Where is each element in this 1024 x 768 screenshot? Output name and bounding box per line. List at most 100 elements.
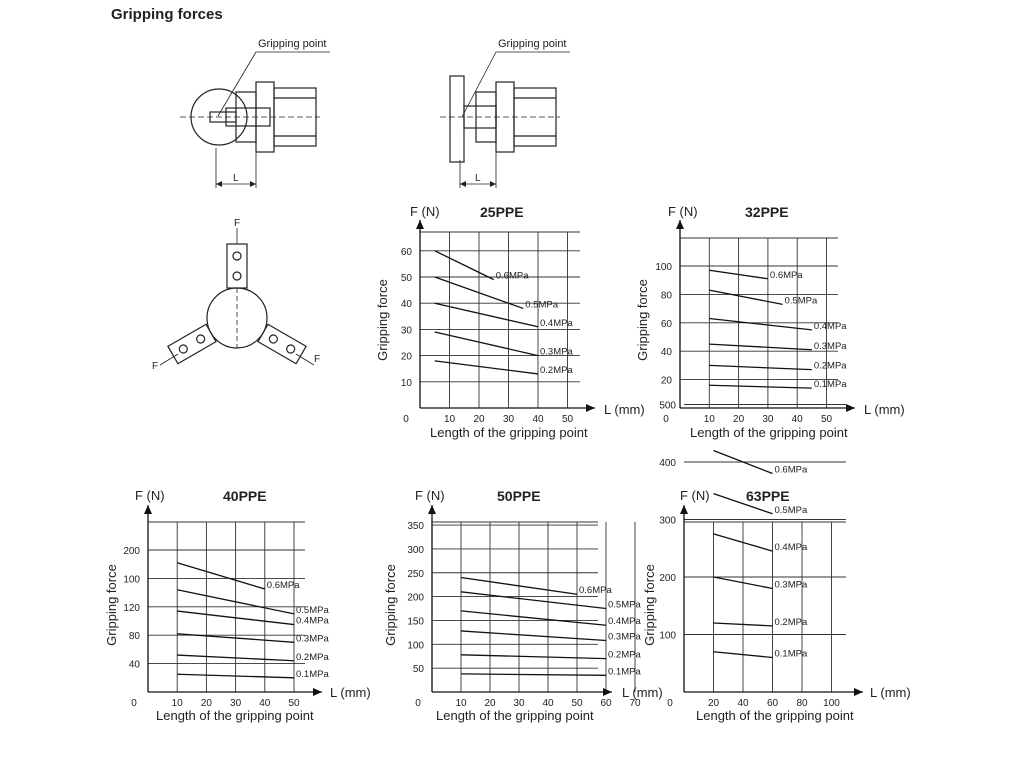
y-axis-arrow (144, 505, 152, 514)
F-label-right: F (314, 354, 320, 365)
y-tick-label: 400 (659, 458, 676, 469)
x-tick-label: 70 (629, 698, 641, 709)
y-axis-arrow (428, 505, 436, 514)
x-tick-label: 50 (821, 414, 833, 425)
y-tick-label: 300 (659, 516, 676, 527)
series-label-0.3MPa: 0.3MPa (814, 341, 847, 352)
y-axis-title: F (N) (680, 488, 710, 503)
origin-label: 0 (131, 698, 137, 709)
L-label-2: L (475, 173, 481, 184)
series-label-0.4MPa: 0.4MPa (296, 616, 329, 627)
L-label-1: L (233, 173, 239, 184)
x-tick-label: 10 (444, 414, 456, 425)
series-line-0.6MPa (177, 562, 265, 590)
y-tick-label: 40 (401, 299, 413, 310)
y-axis-label: Gripping force (104, 564, 119, 646)
x-tick-label: 40 (737, 698, 749, 709)
x-tick-label: 40 (532, 414, 544, 425)
y-tick-label: 50 (413, 664, 425, 675)
series-label-0.4MPa: 0.4MPa (814, 321, 847, 332)
x-tick-label: 30 (503, 414, 515, 425)
x-tick-label: 60 (600, 698, 612, 709)
origin-label: 0 (667, 698, 673, 709)
x-tick-label: 10 (172, 698, 184, 709)
series-line-0.6MPa (434, 250, 495, 281)
chart-25PPE: 10 20 30 40 50 10 20 30 40 50 60 0 25PPE F (N) L (mm) L… (375, 204, 645, 440)
x-tick-label: 50 (288, 698, 300, 709)
x-tick-label: 60 (767, 698, 779, 709)
drawing-three-jaw (159, 228, 315, 366)
series-line-0.1MPa (177, 673, 295, 679)
y-tick-label: 20 (401, 352, 413, 363)
series-line-0.2MPa (460, 654, 607, 660)
x-axis-label: Length of the gripping point (156, 708, 314, 723)
x-axis-title: L (mm) (864, 402, 905, 417)
series-line-0.6MPa (709, 269, 768, 280)
series-label-0.3MPa: 0.3MPa (540, 347, 573, 358)
y-tick-label: 300 (407, 545, 424, 556)
series-label-0.2MPa: 0.2MPa (608, 650, 641, 661)
series-line-0.2MPa (434, 360, 539, 375)
y-tick-label: 500 (659, 401, 676, 412)
x-tick-label: 40 (792, 414, 804, 425)
x-axis-title: L (mm) (330, 685, 371, 700)
x-tick-label: 20 (733, 414, 745, 425)
x-axis-label: Length of the gripping point (436, 708, 594, 723)
y-tick-label: 100 (655, 262, 672, 273)
series-line-0.3MPa (460, 630, 607, 642)
x-axis-arrow (313, 688, 322, 696)
series-label-0.5MPa: 0.5MPa (525, 299, 558, 310)
series-line-0.4MPa (709, 317, 812, 331)
y-tick-label: 80 (661, 290, 673, 301)
x-tick-label: 20 (708, 698, 720, 709)
series-line-0.1MPa (460, 673, 607, 676)
gripping-point-label-1: Gripping point (258, 38, 327, 50)
series-label-0.3MPa: 0.3MPa (608, 631, 641, 642)
y-tick-label: 10 (401, 378, 413, 389)
series-label-0.4MPa: 0.4MPa (775, 542, 808, 553)
series-line-0.4MPa (434, 302, 539, 328)
x-tick-label: 10 (455, 698, 467, 709)
series-label-0.1MPa: 0.1MPa (296, 669, 329, 680)
gripping-point-label-2: Gripping point (498, 38, 567, 50)
y-axis-label: Gripping force (375, 279, 390, 361)
origin-label: 0 (403, 414, 409, 425)
series-line-0.5MPa (434, 276, 524, 310)
x-tick-label: 10 (704, 414, 716, 425)
origin-label: 0 (415, 698, 421, 709)
series-label-0.6MPa: 0.6MPa (770, 270, 803, 281)
x-tick-label: 20 (484, 698, 496, 709)
series-label-0.5MPa: 0.5MPa (785, 295, 818, 306)
x-tick-label: 30 (762, 414, 774, 425)
series-label-0.5MPa: 0.5MPa (296, 605, 329, 616)
series-line-0.6MPa (713, 449, 773, 475)
x-tick-label: 20 (473, 414, 485, 425)
series-line-0.3MPa (709, 343, 812, 351)
series-line-0.3MPa (713, 576, 773, 590)
series-line-0.4MPa (177, 610, 295, 626)
chart-title: 50PPE (497, 488, 541, 504)
y-axis-title: F (N) (668, 204, 698, 219)
drawing-side-view-2 (440, 51, 570, 188)
y-tick-label: 40 (129, 660, 141, 671)
y-tick-label: 350 (407, 521, 424, 532)
y-tick-label: 200 (659, 573, 676, 584)
x-axis-label: Length of the gripping point (696, 708, 854, 723)
y-tick-label: 100 (659, 631, 676, 642)
x-axis-arrow (586, 404, 595, 412)
y-axis-arrow (676, 220, 684, 229)
chart-40PPE: 10 20 30 40 50 40 80 120 100 200 0 40PPE F (N) L (mm)… (104, 488, 371, 723)
chart-title: 63PPE (746, 488, 790, 504)
series-label-0.4MPa: 0.4MPa (540, 318, 573, 329)
x-tick-label: 100 (823, 698, 840, 709)
series-label-0.5MPa: 0.5MPa (608, 600, 641, 611)
y-tick-label: 150 (407, 616, 424, 627)
chart-50PPE: 10 20 30 40 50 60 70 50 100 150 200 250 300 350 0 50PPE… (383, 488, 663, 723)
series-label-0.2MPa: 0.2MPa (540, 365, 573, 376)
series-line-0.4MPa (460, 610, 607, 626)
series-label-0.1MPa: 0.1MPa (775, 649, 808, 660)
series-label-0.6MPa: 0.6MPa (496, 271, 529, 282)
y-axis-arrow (416, 220, 424, 229)
y-axis-title: F (N) (135, 488, 165, 503)
